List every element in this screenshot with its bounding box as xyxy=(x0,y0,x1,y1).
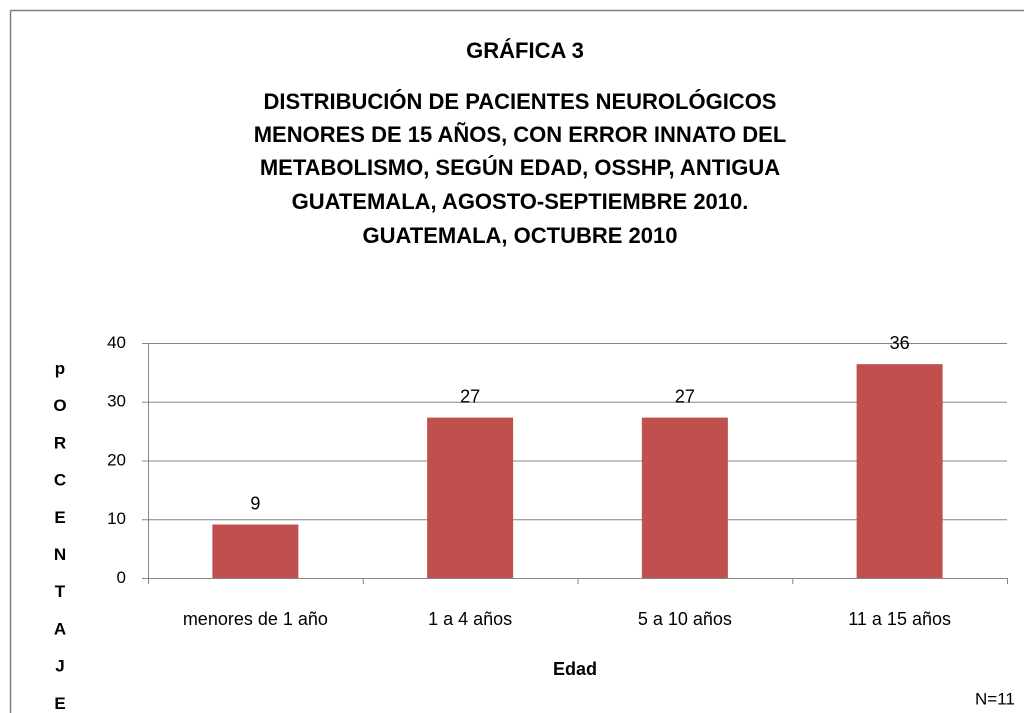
chart-title: GRÁFICA 3 xyxy=(466,38,584,63)
x-tick-label: 11 a 15 años xyxy=(848,609,951,629)
chart-subtitle: DISTRIBUCIÓN DE PACIENTES NEUROLÓGICOS xyxy=(264,89,777,114)
y-tick-label: 30 xyxy=(107,392,126,411)
data-label: 9 xyxy=(250,493,260,513)
chart-subtitle: MENORES DE 15 AÑOS, CON ERROR INNATO DEL xyxy=(254,122,787,147)
bar xyxy=(212,524,299,578)
y-tick-label: 40 xyxy=(107,333,126,352)
bar xyxy=(641,417,728,578)
chart-subtitle: METABOLISMO, SEGÚN EDAD, OSSHP, ANTIGUA xyxy=(260,155,780,180)
bar xyxy=(856,364,943,578)
data-label: 27 xyxy=(675,386,695,406)
y-tick-label: 10 xyxy=(107,509,126,528)
x-tick-label: 5 a 10 años xyxy=(638,609,732,629)
chart-subtitle: GUATEMALA, OCTUBRE 2010 xyxy=(363,223,678,248)
y-tick-label: 0 xyxy=(117,568,126,587)
x-tick-label: 1 a 4 años xyxy=(428,609,512,629)
x-tick-label: menores de 1 año xyxy=(183,609,328,629)
annotation: N=11 xyxy=(975,689,1015,708)
x-axis-label: Edad xyxy=(553,659,597,679)
bar xyxy=(427,417,514,578)
y-tick-label: 20 xyxy=(107,450,126,469)
chart-subtitle: GUATEMALA, AGOSTO-SEPTIEMBRE 2010. xyxy=(292,189,749,214)
data-label: 27 xyxy=(460,386,480,406)
data-label: 36 xyxy=(890,333,910,353)
